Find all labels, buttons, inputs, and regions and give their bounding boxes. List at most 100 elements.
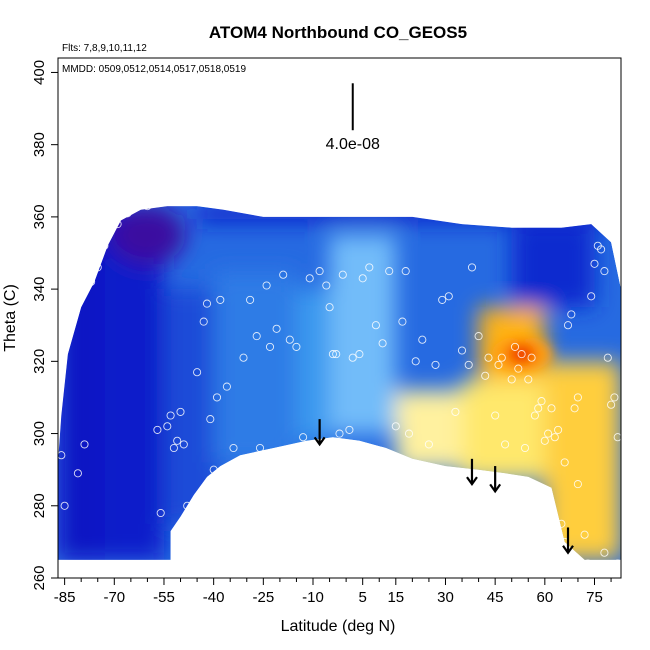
observation-point xyxy=(507,375,516,384)
observation-point xyxy=(355,350,364,359)
observation-point xyxy=(497,353,506,362)
arrow-head xyxy=(562,545,574,555)
observation-point xyxy=(613,433,621,442)
dates-annotation: MMDD: 0509,0512,0514,0517,0518,0519 xyxy=(62,64,246,75)
observation-point xyxy=(252,332,261,341)
observation-point xyxy=(411,357,420,366)
observation-point xyxy=(610,393,619,402)
observation-point xyxy=(358,274,367,283)
observation-point xyxy=(202,299,212,308)
arrow-head xyxy=(489,483,502,494)
observation-point xyxy=(457,346,467,355)
scale-label: 4.0e-08 xyxy=(326,136,380,153)
y-tick-label: 280 xyxy=(31,493,48,518)
x-tick-label: -55 xyxy=(153,589,175,606)
observation-point xyxy=(73,469,82,478)
y-tick-label: 360 xyxy=(31,204,48,229)
field-purple xyxy=(109,206,186,265)
observation-point xyxy=(123,209,132,218)
observation-point xyxy=(385,267,394,276)
x-tick-label: 45 xyxy=(487,589,504,606)
observation-point xyxy=(199,317,208,326)
observation-point xyxy=(524,375,533,384)
observation-point xyxy=(520,443,530,453)
observation-point xyxy=(481,371,490,380)
y-tick-label: 340 xyxy=(31,277,48,302)
field-patches xyxy=(58,206,621,560)
observation-point xyxy=(501,440,510,449)
observation-point xyxy=(418,335,427,344)
observation-point xyxy=(60,501,69,510)
field-patch-6 xyxy=(395,390,463,470)
field-top-band xyxy=(197,206,621,223)
observation-point xyxy=(540,436,549,445)
observation-point xyxy=(391,422,400,431)
observation-point xyxy=(557,519,566,528)
observation-point xyxy=(292,342,301,351)
y-tick-label: 320 xyxy=(31,349,48,374)
observation-point xyxy=(464,360,473,369)
observation-point xyxy=(600,548,609,557)
observation-point xyxy=(255,443,265,453)
observation-point xyxy=(100,241,109,250)
observation-point xyxy=(216,295,225,304)
observation-point xyxy=(580,530,589,539)
observation-point xyxy=(80,440,89,449)
observation-point xyxy=(491,411,500,420)
observation-point xyxy=(246,295,255,304)
field-patch-7 xyxy=(462,379,545,481)
observation-point xyxy=(451,407,460,416)
observation-point xyxy=(494,360,503,369)
observation-point xyxy=(179,440,188,449)
observation-point xyxy=(315,267,324,276)
x-tick-label: -40 xyxy=(203,589,225,606)
observation-point xyxy=(67,310,76,319)
observation-point xyxy=(272,324,281,333)
observation-point xyxy=(514,364,523,373)
observation-point xyxy=(560,458,569,467)
observation-point xyxy=(438,295,447,304)
observation-point xyxy=(322,281,331,290)
observation-point xyxy=(63,324,72,333)
field-fill xyxy=(58,206,621,560)
observation-point xyxy=(262,281,271,290)
x-tick-label: -25 xyxy=(252,589,274,606)
observation-point xyxy=(113,220,122,229)
observation-point xyxy=(209,465,218,474)
observation-point xyxy=(467,263,477,272)
field-patch-9 xyxy=(544,361,621,560)
x-tick-label: 5 xyxy=(359,589,367,606)
observation-point xyxy=(176,407,185,416)
observation-point xyxy=(279,270,288,279)
observation-point xyxy=(404,429,414,438)
observation-point xyxy=(106,223,116,232)
observation-point xyxy=(193,368,202,377)
observation-point xyxy=(328,350,337,359)
y-axis: 260 280 300 320 340 360 380 400 xyxy=(31,60,58,591)
observation-point xyxy=(285,335,294,344)
observation-point xyxy=(338,270,347,279)
observation-point xyxy=(93,263,102,272)
observation-point xyxy=(325,303,334,312)
x-tick-label: -70 xyxy=(103,589,125,606)
observation-point xyxy=(607,400,616,409)
y-tick-label: 260 xyxy=(31,565,48,590)
observation-point xyxy=(186,516,195,525)
x-tick-label: 60 xyxy=(536,589,553,606)
observation-point xyxy=(563,321,573,330)
field-patch-3 xyxy=(213,271,297,463)
x-axis-label: Latitude (deg N) xyxy=(281,618,396,635)
flights-annotation: Flts: 7,8,9,10,11,12 xyxy=(62,43,147,54)
observation-point xyxy=(332,350,341,359)
field-patch-5 xyxy=(329,234,396,434)
observation-point xyxy=(583,559,592,568)
arrows-layer xyxy=(313,419,574,555)
observation-point xyxy=(510,342,520,351)
observation-point xyxy=(163,422,172,431)
observation-point xyxy=(517,350,526,359)
observation-point xyxy=(590,259,599,268)
observation-point xyxy=(365,263,374,272)
arrow-head xyxy=(466,476,478,487)
observation-point xyxy=(570,404,579,413)
x-tick-label: -85 xyxy=(54,589,76,606)
